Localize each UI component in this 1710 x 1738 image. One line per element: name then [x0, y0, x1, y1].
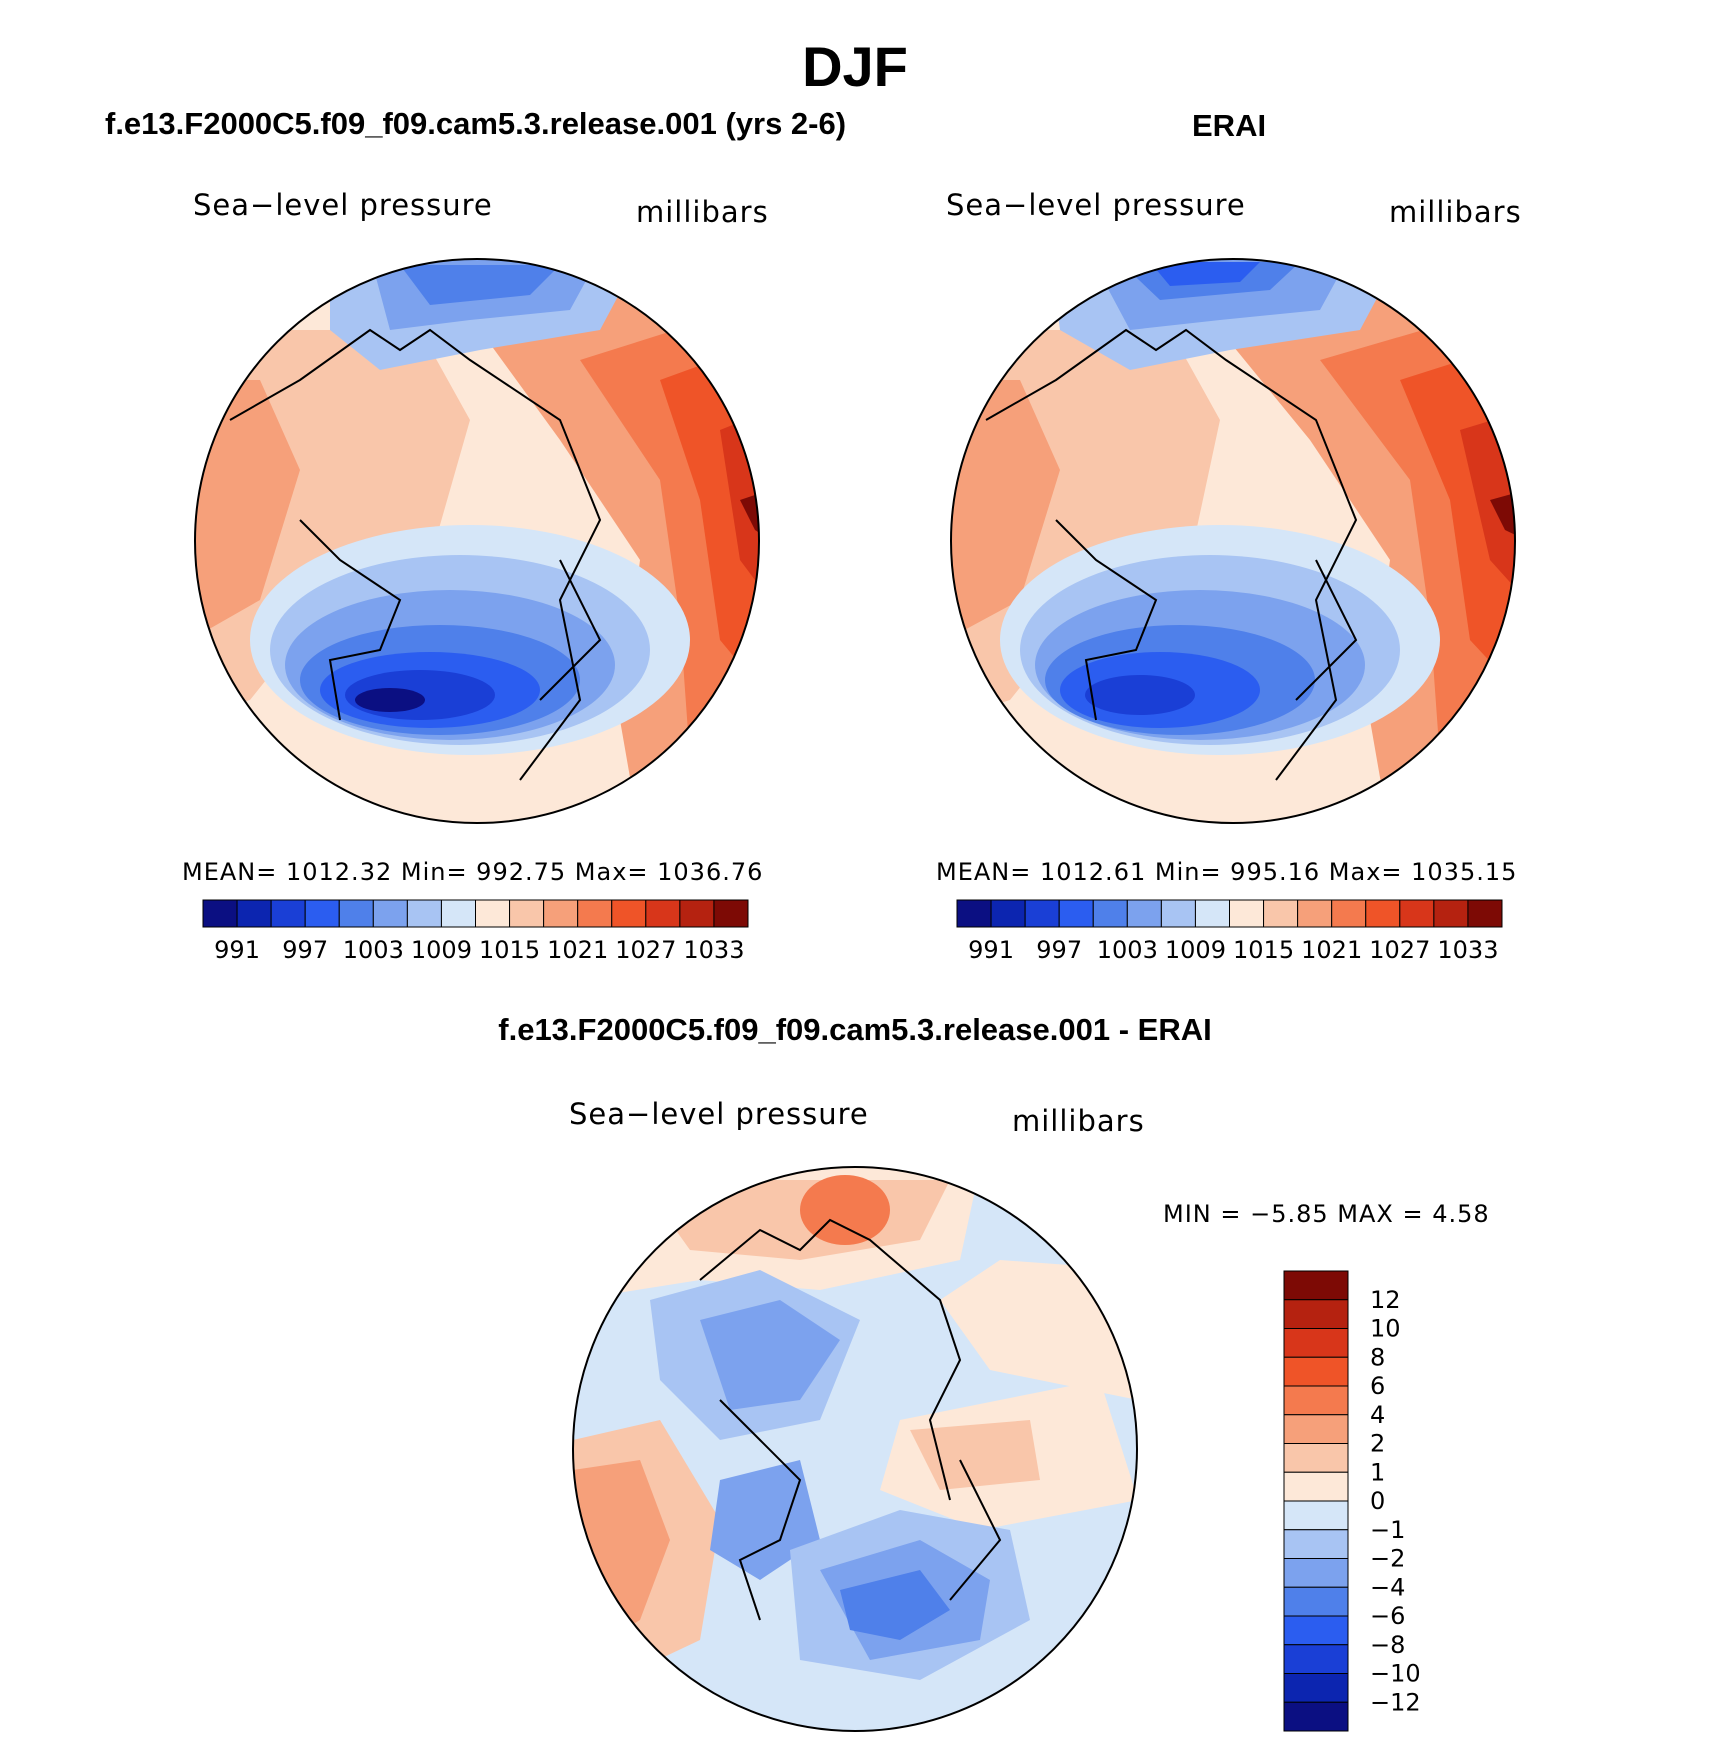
panel1-variable-label: Sea−level pressure: [193, 188, 493, 222]
panel1-colorbar: 991 997 1003 1009 1015 1021 1027 1033: [202, 899, 749, 964]
panel1-colorbar-tick-label: 991: [214, 936, 260, 964]
panel1-colorbar-tick-label: 1033: [683, 936, 744, 964]
panel2-colorbar-swatch: [1297, 899, 1333, 928]
panel3-colorbar-swatch: [1283, 1644, 1349, 1674]
panel1-colorbar-tick-label: 1027: [615, 936, 676, 964]
panel3-colorbar-swatch: [1283, 1443, 1349, 1473]
panel1-colorbar-swatch: [270, 899, 306, 928]
panel2-colorbar-swatch: [1058, 899, 1094, 928]
panel3-colorbar-tick-label: 0: [1370, 1487, 1385, 1515]
panel1-colorbar-swatch: [713, 899, 749, 928]
panel3-colorbar-swatch: [1283, 1673, 1349, 1703]
panel1-colorbar-tick-label: 1003: [343, 936, 404, 964]
panel3-colorbar-tick-label: −6: [1370, 1602, 1405, 1630]
panel2-colorbar-swatch: [1365, 899, 1401, 928]
panel1-colorbar-tick-label: 1015: [479, 936, 540, 964]
panel2-colorbar-swatch: [1092, 899, 1128, 928]
panel3-colorbar-tick-label: 6: [1370, 1372, 1385, 1400]
panel2-colorbar-swatch: [990, 899, 1026, 928]
panel3-colorbar-swatch: [1283, 1529, 1349, 1559]
panel1-colorbar-swatch: [509, 899, 545, 928]
panel2-colorbar-swatch: [1194, 899, 1230, 928]
panel1-colorbar-swatch: [679, 899, 715, 928]
panel2-colorbar-swatch: [1229, 899, 1265, 928]
panel1-colorbar-swatch: [611, 899, 647, 928]
panel2-colorbar: 991 997 1003 1009 1015 1021 1027 1033: [956, 899, 1503, 964]
panel1-colorbar-swatch: [372, 899, 408, 928]
panel3-colorbar-tick-label: −1: [1370, 1516, 1405, 1544]
panel3-colorbar-tick-label: 1: [1370, 1458, 1385, 1486]
panel1-colorbar-swatch: [236, 899, 272, 928]
panel1-colorbar-swatch: [406, 899, 442, 928]
panel1-map: [194, 258, 760, 824]
panel3-colorbar-swatch: [1283, 1270, 1349, 1301]
panel3-map: [572, 1166, 1138, 1732]
panel3-colorbar-tick-label: 10: [1370, 1315, 1401, 1343]
panel2-colorbar-tick-label: 1021: [1301, 936, 1362, 964]
panel2-colorbar-swatch: [1467, 899, 1503, 928]
panel3-colorbar-tick-label: 2: [1370, 1430, 1385, 1458]
panel3-colorbar-swatch: [1283, 1558, 1349, 1588]
panel1-colorbar-swatch: [304, 899, 340, 928]
panel1-colorbar-tick-label: 997: [282, 936, 328, 964]
panel3-colorbar-swatch: [1283, 1500, 1349, 1531]
figure-title: DJF: [802, 35, 908, 98]
panel3-colorbar-tick-label: −12: [1370, 1688, 1421, 1716]
panel2-variable-label: Sea−level pressure: [946, 188, 1246, 222]
panel1-colorbar-tick-label: 1021: [547, 936, 608, 964]
panel2-title: ERAI: [1192, 108, 1267, 143]
panel3-colorbar-swatch: [1283, 1701, 1349, 1732]
panel1-colorbar-swatch: [577, 899, 613, 928]
panel2-colorbar-swatch: [956, 899, 992, 928]
panel3-colorbar-swatch: [1283, 1414, 1349, 1444]
panel3-colorbar-tick-label: 12: [1370, 1286, 1401, 1314]
panel3-colorbar-swatch: [1283, 1356, 1349, 1387]
panel1-title: f.e13.F2000C5.f09_f09.cam5.3.release.001…: [105, 106, 847, 141]
panel3-colorbar-tick-label: −4: [1370, 1573, 1405, 1601]
panel3-colorbar-tick-label: −2: [1370, 1545, 1405, 1573]
panel2-colorbar-swatch: [1126, 899, 1162, 928]
panel1-colorbar-swatch: [475, 899, 511, 928]
panel3-colorbar-tick-label: −8: [1370, 1631, 1405, 1659]
panel3-colorbar-tick-label: 8: [1370, 1343, 1385, 1371]
panel3-variable-label: Sea−level pressure: [569, 1097, 869, 1131]
panel3-colorbar-swatch: [1283, 1299, 1349, 1329]
panel1-stats: MEAN= 1012.32 Min= 992.75 Max= 1036.76: [182, 858, 764, 886]
panel3-colorbar-swatch: [1283, 1328, 1349, 1358]
panel2-colorbar-swatch: [1331, 899, 1367, 928]
panel2-units-label: millibars: [1389, 195, 1522, 229]
panel3-colorbar-tick-label: 4: [1370, 1401, 1385, 1429]
panel1-units-label: millibars: [636, 195, 769, 229]
panel2-colorbar-tick-label: 1027: [1369, 936, 1430, 964]
panel3-units-label: millibars: [1012, 1104, 1145, 1138]
panel2-colorbar-tick-label: 997: [1036, 936, 1082, 964]
panel2-colorbar-swatch: [1263, 899, 1299, 928]
panel1-colorbar-tick-label: 1009: [411, 936, 472, 964]
panel3-stats: MIN = −5.85 MAX = 4.58: [1163, 1200, 1490, 1228]
panel3-colorbar-tick-label: −10: [1370, 1660, 1421, 1688]
panel2-colorbar-tick-label: 991: [968, 936, 1014, 964]
panel2-colorbar-tick-label: 1009: [1165, 936, 1226, 964]
panel3-colorbar-swatch: [1283, 1471, 1349, 1502]
panel3-colorbar-swatch: [1283, 1385, 1349, 1416]
panel2-colorbar-swatch: [1160, 899, 1196, 928]
panel2-colorbar-tick-label: 1003: [1097, 936, 1158, 964]
panel2-colorbar-swatch: [1399, 899, 1435, 928]
panel1-colorbar-swatch: [645, 899, 681, 928]
panel3-title: f.e13.F2000C5.f09_f09.cam5.3.release.001…: [498, 1012, 1212, 1047]
panel2-colorbar-swatch: [1024, 899, 1060, 928]
panel1-colorbar-swatch: [543, 899, 579, 928]
panel2-colorbar-tick-label: 1015: [1233, 936, 1294, 964]
panel1-colorbar-swatch: [202, 899, 238, 928]
panel2-colorbar-tick-label: 1033: [1437, 936, 1498, 964]
panel2-map: [950, 258, 1516, 824]
panel3-colorbar-swatch: [1283, 1586, 1349, 1617]
panel2-colorbar-swatch: [1433, 899, 1469, 928]
panel1-colorbar-swatch: [440, 899, 476, 928]
panel2-stats: MEAN= 1012.61 Min= 995.16 Max= 1035.15: [936, 858, 1518, 886]
panel1-colorbar-swatch: [338, 899, 374, 928]
panel3-colorbar-swatch: [1283, 1615, 1349, 1646]
